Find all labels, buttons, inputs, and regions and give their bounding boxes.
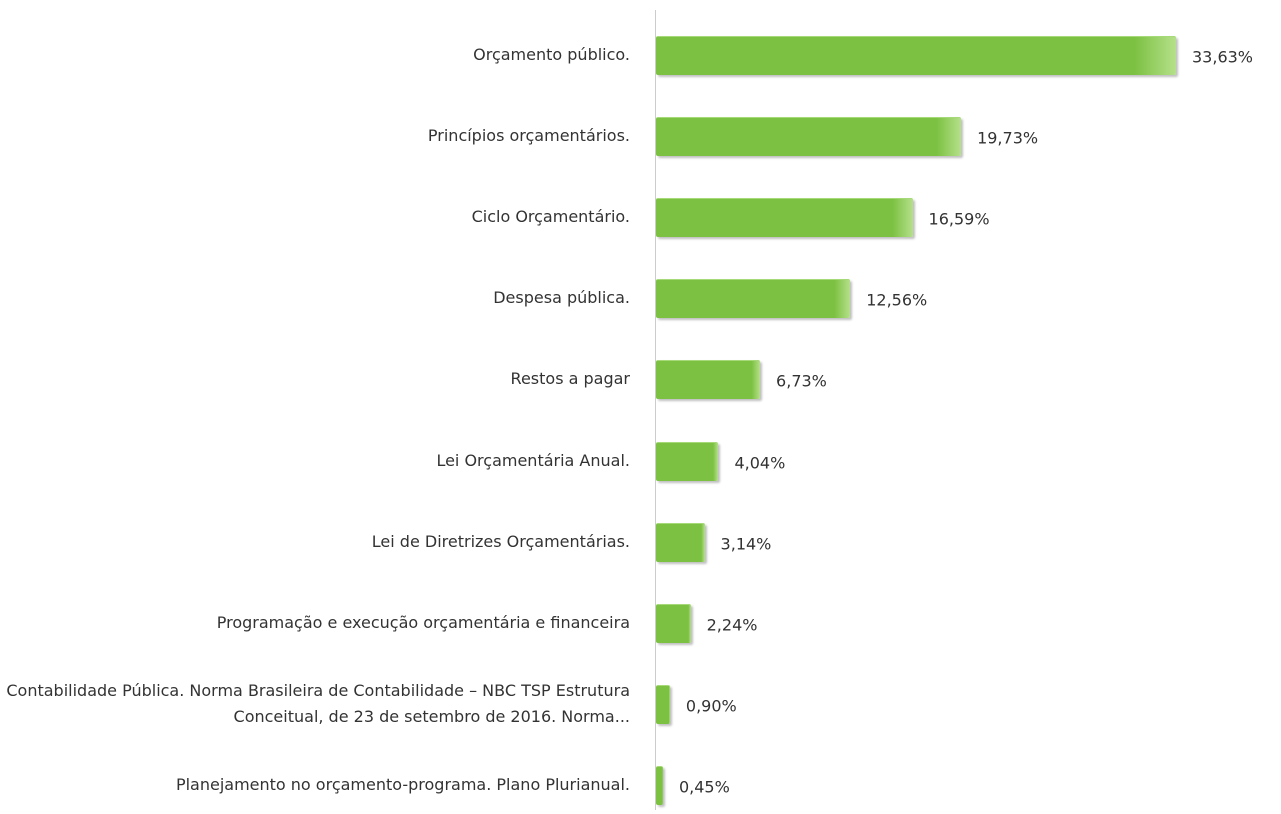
value-label: 0,45% xyxy=(678,777,730,797)
bar xyxy=(656,279,851,319)
category-label: Ciclo Orçamentário. xyxy=(471,207,630,227)
category-label: Planejamento no orçamento-programa. Plan… xyxy=(175,774,630,794)
category-label: Programação e execução orçamentária e fi… xyxy=(216,612,630,632)
category-label: Lei Orçamentária Anual. xyxy=(436,450,630,470)
bar xyxy=(656,603,691,643)
bar xyxy=(656,360,761,400)
value-label: 2,24% xyxy=(706,615,758,635)
value-label: 0,90% xyxy=(685,696,737,716)
category-label: Restos a pagar xyxy=(510,369,630,389)
category-label: Orçamento público. xyxy=(473,45,630,64)
category-label: Despesa pública. xyxy=(493,288,630,308)
value-label: 12,56% xyxy=(866,290,928,310)
value-label: 3,14% xyxy=(720,534,772,554)
bar xyxy=(656,117,962,157)
value-label: 16,59% xyxy=(928,209,990,229)
value-label: 19,73% xyxy=(977,128,1039,148)
bar xyxy=(656,36,1176,75)
value-label: 33,63% xyxy=(1192,47,1254,67)
bar xyxy=(656,198,913,238)
category-label: Contabilidade Pública. Norma Brasileira … xyxy=(6,680,630,726)
bar xyxy=(656,684,670,724)
bar xyxy=(656,522,705,562)
bar xyxy=(656,765,663,805)
axis-line xyxy=(655,10,656,810)
category-label: Princípios orçamentários. xyxy=(427,126,630,146)
category-label: Lei de Diretrizes Orçamentárias. xyxy=(371,531,630,551)
value-label: 4,04% xyxy=(734,453,786,472)
value-label: 6,73% xyxy=(776,371,827,391)
bar xyxy=(656,441,719,481)
